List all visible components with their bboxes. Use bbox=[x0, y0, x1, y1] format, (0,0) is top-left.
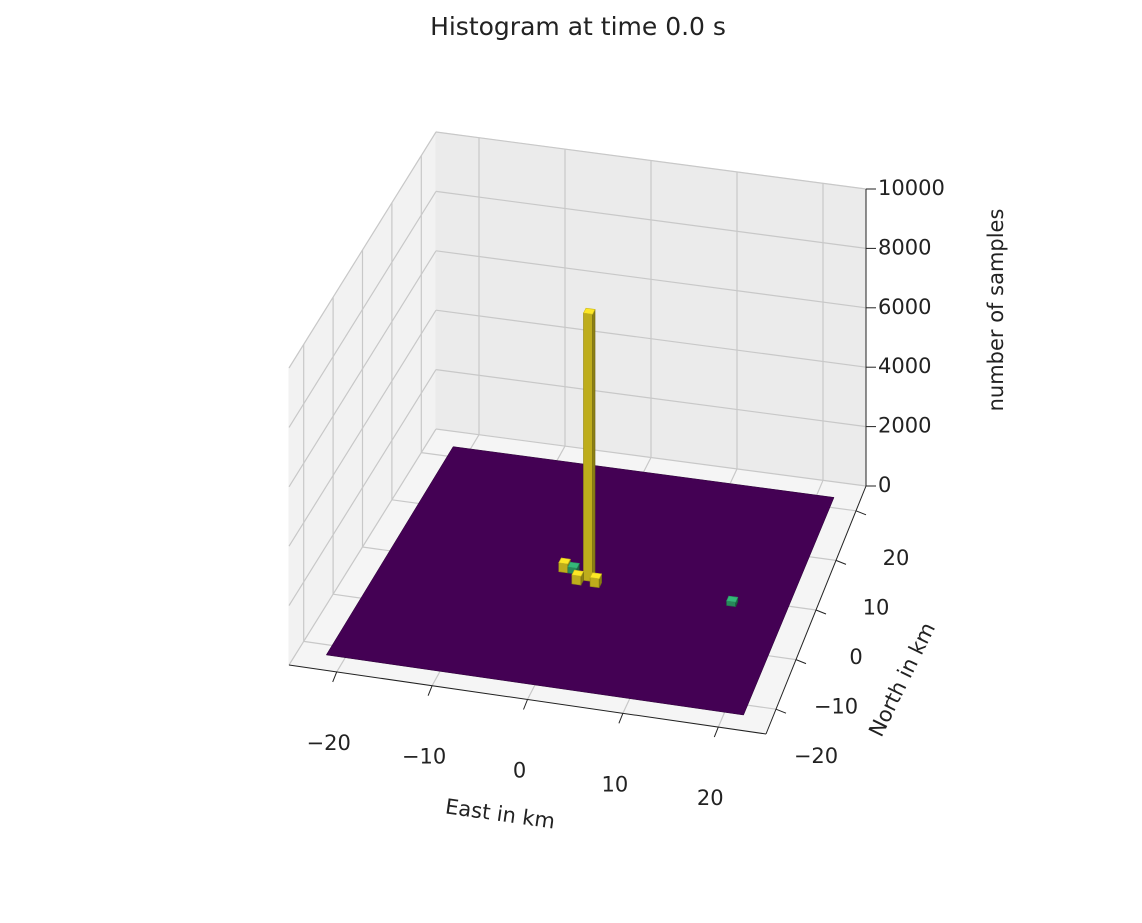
grid-line bbox=[435, 428, 867, 487]
bar-front bbox=[589, 577, 600, 589]
grid-line bbox=[288, 131, 437, 369]
bar bbox=[589, 572, 603, 589]
z-tick-label: 6000 bbox=[878, 295, 931, 319]
grid-line bbox=[435, 190, 867, 249]
grid-line bbox=[288, 191, 437, 428]
grid-line bbox=[288, 250, 437, 488]
bar-top bbox=[583, 307, 596, 315]
x-tick-label: 20 bbox=[697, 786, 724, 810]
y-tick-label: 0 bbox=[849, 645, 862, 669]
y-tick bbox=[815, 609, 827, 615]
bar-top bbox=[726, 595, 739, 603]
chart-title: Histogram at time 0.0 s bbox=[430, 12, 726, 41]
bar-top bbox=[571, 569, 584, 577]
x-tick-label: −10 bbox=[402, 745, 446, 769]
grid-line bbox=[288, 309, 437, 547]
y-tick-label: 20 bbox=[883, 546, 910, 570]
grid-line bbox=[435, 250, 867, 309]
grid-line bbox=[288, 428, 437, 666]
x-tick bbox=[427, 685, 433, 696]
x-tick-label: 10 bbox=[602, 772, 629, 796]
grid-line bbox=[435, 131, 867, 190]
grid-line bbox=[435, 369, 867, 428]
y-tick bbox=[775, 708, 787, 714]
bar-side bbox=[592, 309, 596, 582]
y-tick-label: −10 bbox=[814, 695, 858, 719]
z-tick-label: 8000 bbox=[878, 235, 931, 259]
y-tick-label: −20 bbox=[794, 744, 838, 768]
bar-top bbox=[558, 557, 571, 565]
bar-front bbox=[558, 562, 569, 574]
bar-top bbox=[567, 561, 580, 569]
y-tick bbox=[855, 510, 867, 516]
bar-front bbox=[583, 312, 593, 582]
bar-front bbox=[571, 574, 582, 586]
x-tick bbox=[618, 713, 624, 724]
z-tick-label: 2000 bbox=[878, 414, 931, 438]
x-tick-label: −20 bbox=[307, 731, 351, 755]
x-tick bbox=[332, 671, 338, 683]
x-tick bbox=[523, 699, 528, 710]
z-tick-label: 4000 bbox=[878, 354, 931, 378]
bar bbox=[726, 595, 739, 608]
y-tick bbox=[835, 559, 847, 565]
z-tick-label: 10000 bbox=[878, 176, 945, 200]
x-tick-label: 0 bbox=[513, 759, 526, 783]
grid-line bbox=[288, 369, 437, 606]
z-axis-label: number of samples bbox=[984, 209, 1008, 412]
y-tick bbox=[795, 659, 807, 665]
z-tick-label: 0 bbox=[878, 473, 891, 497]
x-tick bbox=[713, 726, 719, 738]
bar bbox=[571, 569, 584, 586]
bar-top bbox=[589, 572, 603, 580]
x-axis-label: East in km bbox=[444, 794, 557, 833]
grid-line bbox=[435, 309, 867, 368]
y-tick-label: 10 bbox=[863, 595, 890, 619]
y-axis-label: North in km bbox=[864, 619, 940, 741]
bar bbox=[583, 307, 596, 582]
